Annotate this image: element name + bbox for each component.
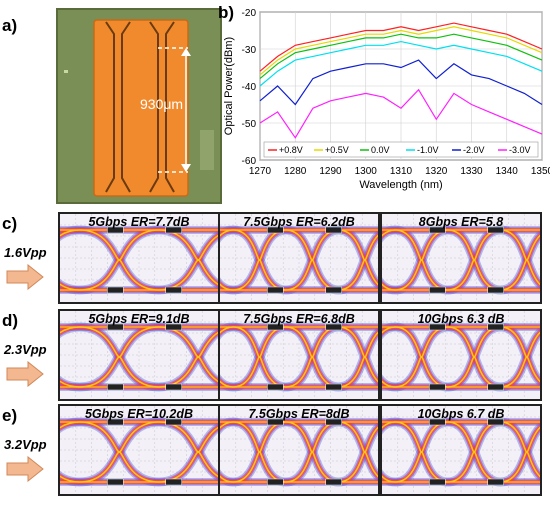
row-letter: d) — [2, 311, 19, 330]
x-tick-label: 1280 — [284, 166, 307, 177]
series-line-0 — [259, 22, 543, 72]
series-line-3 — [259, 40, 543, 87]
drive-voltage-label: 3.2Vpp — [4, 437, 47, 452]
series-line-4 — [259, 59, 543, 106]
eye-diagram-trace — [60, 406, 218, 494]
eye-diagram-label: 7.5Gbps ER=8dB — [248, 407, 350, 421]
modulator-micrograph-drawing — [58, 10, 220, 202]
row-letter: e) — [2, 406, 18, 425]
y-tick-label: -30 — [242, 45, 257, 56]
legend-entry: -2.0V — [463, 145, 485, 155]
eye-diagram-label: 7.5Gbps ER=6.8dB — [243, 312, 355, 326]
series-line-5 — [259, 88, 543, 139]
eye-diagram: 5Gbps ER=10.2dB — [58, 404, 220, 496]
drive-voltage-label: 1.6Vpp — [4, 245, 47, 260]
x-tick-label: 1320 — [425, 166, 448, 177]
eye-diagram-trace — [60, 214, 218, 302]
modulator-micrograph: 930μm — [56, 8, 222, 204]
input-arrow-icon — [6, 456, 44, 482]
eye-diagram-trace — [382, 214, 540, 302]
legend-entry: 0.0V — [371, 145, 390, 155]
series-line-1 — [259, 26, 543, 76]
row-letter: c) — [2, 214, 18, 233]
eye-diagram: 8Gbps ER=5.8 — [380, 212, 542, 304]
eye-diagram-label: 5Gbps ER=10.2dB — [84, 407, 194, 421]
eye-diagram-trace — [382, 311, 540, 399]
eye-diagram-label: 5Gbps ER=7.7dB — [88, 215, 190, 229]
panel-a-letter: a) — [2, 16, 18, 35]
y-tick-label: -20 — [242, 8, 257, 19]
eye-diagram: 10Gbps 6.7 dB — [380, 404, 542, 496]
input-arrow-icon — [6, 361, 44, 387]
eye-diagram: 10Gbps 6.3 dB — [380, 309, 542, 401]
legend-entry: +0.5V — [325, 145, 349, 155]
eye-diagram-trace — [220, 406, 378, 494]
eye-diagram: 5Gbps ER=9.1dB — [58, 309, 220, 401]
eye-diagram-trace — [382, 406, 540, 494]
eye-diagram-label: 7.5Gbps ER=6.2dB — [243, 215, 355, 229]
panel-b-letter: b) — [218, 3, 235, 22]
eye-diagram-trace — [220, 311, 378, 399]
x-tick-label: 1310 — [390, 166, 413, 177]
legend: +0.8V +0.5V 0.0V -1.0V -2.0V -3.0V — [263, 141, 539, 158]
length-label: 930μm — [140, 96, 184, 112]
spectrum-chart: 1270 1280 1290 1300 1310 1320 1330 1340 1350 -20 -… — [223, 8, 550, 191]
x-tick-label: 1330 — [460, 166, 483, 177]
x-tick-label: 1300 — [355, 166, 378, 177]
x-tick-label: 1350 — [531, 166, 550, 177]
y-tick-label: -50 — [242, 119, 257, 130]
eye-diagram-label: 5Gbps ER=9.1dB — [88, 312, 190, 326]
eye-diagram-trace — [60, 311, 218, 399]
eye-diagram-label: 10Gbps 6.7 dB — [417, 407, 505, 421]
legend-entry: +0.8V — [279, 145, 303, 155]
legend-entry: -1.0V — [417, 145, 439, 155]
x-tick-label: 1290 — [319, 166, 342, 177]
x-tick-label: 1340 — [496, 166, 519, 177]
series-line-2 — [259, 33, 543, 80]
x-tick-label: 1270 — [249, 166, 272, 177]
y-axis-label: Optical Power(dBm) — [223, 37, 235, 135]
legend-entry: -3.0V — [509, 145, 531, 155]
y-tick-label: -60 — [242, 156, 257, 167]
input-arrow-icon — [6, 264, 44, 290]
eye-diagram: 7.5Gbps ER=8dB — [218, 404, 380, 496]
eye-diagram: 5Gbps ER=7.7dB — [58, 212, 220, 304]
eye-diagram-label: 8Gbps ER=5.8 — [418, 215, 504, 229]
eye-diagram: 7.5Gbps ER=6.8dB — [218, 309, 380, 401]
eye-diagram-trace — [220, 214, 378, 302]
eye-diagram: 7.5Gbps ER=6.2dB — [218, 212, 380, 304]
y-tick-label: -40 — [242, 82, 257, 93]
drive-voltage-label: 2.3Vpp — [4, 342, 47, 357]
eye-diagram-label: 10Gbps 6.3 dB — [417, 312, 505, 326]
x-axis-label: Wavelength (nm) — [359, 179, 442, 191]
